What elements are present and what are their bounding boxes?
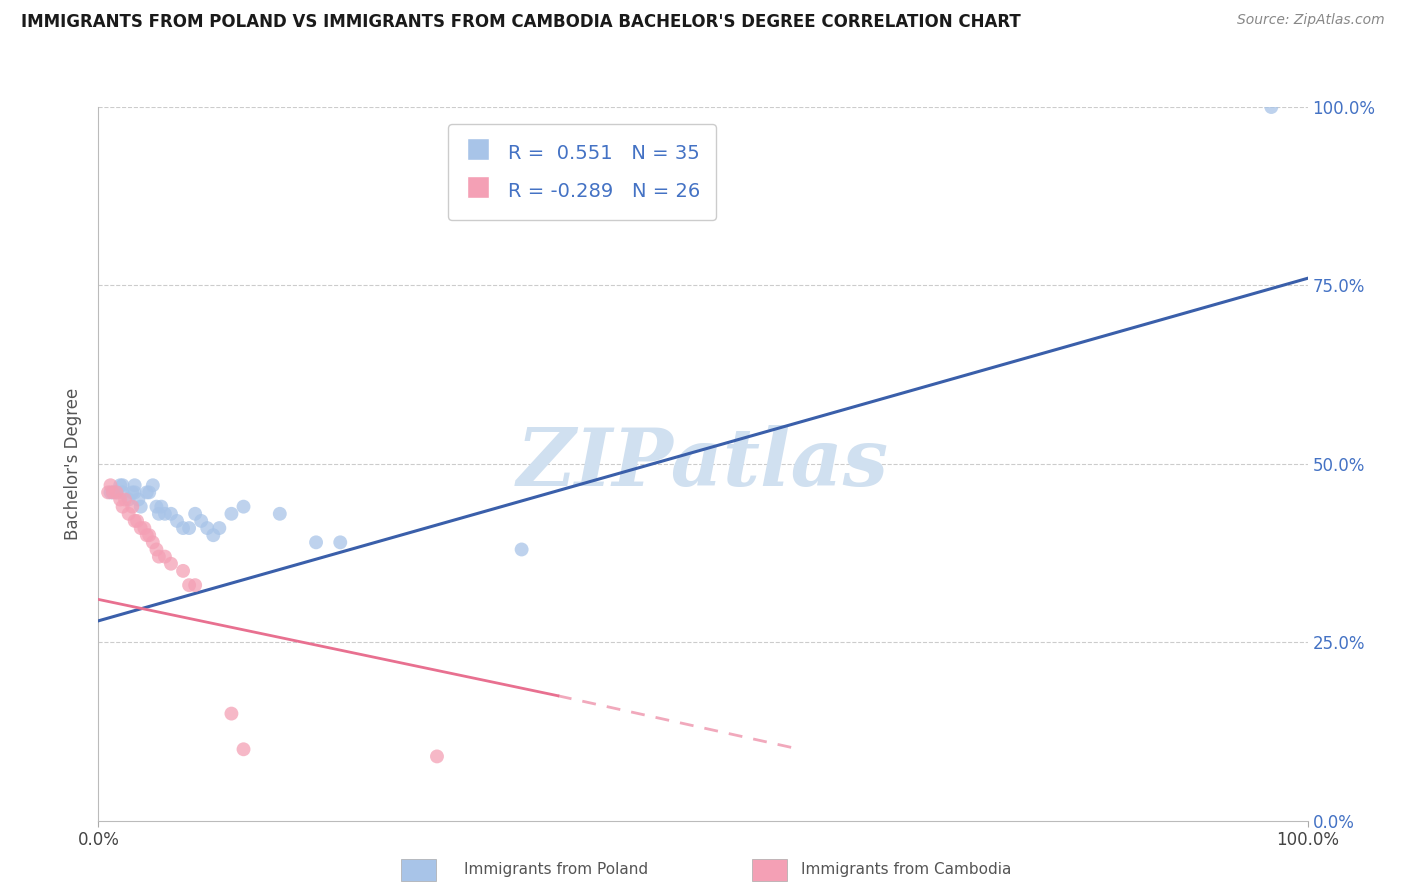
Point xyxy=(172,564,194,578)
Point xyxy=(148,507,170,521)
Point xyxy=(111,478,134,492)
Point xyxy=(184,578,207,592)
Point xyxy=(184,507,207,521)
Point xyxy=(134,521,156,535)
Point xyxy=(124,478,146,492)
Text: Immigrants from Poland: Immigrants from Poland xyxy=(464,863,648,877)
Point xyxy=(166,514,188,528)
Y-axis label: Bachelor's Degree: Bachelor's Degree xyxy=(65,388,83,540)
Point xyxy=(221,507,243,521)
Point xyxy=(111,500,134,514)
Point xyxy=(160,557,183,571)
Point xyxy=(148,549,170,564)
Point xyxy=(121,500,143,514)
Point xyxy=(101,485,124,500)
Point xyxy=(105,485,128,500)
Point xyxy=(510,542,533,557)
Point xyxy=(114,492,136,507)
Text: IMMIGRANTS FROM POLAND VS IMMIGRANTS FROM CAMBODIA BACHELOR'S DEGREE CORRELATION: IMMIGRANTS FROM POLAND VS IMMIGRANTS FRO… xyxy=(21,13,1021,31)
Text: Immigrants from Cambodia: Immigrants from Cambodia xyxy=(801,863,1012,877)
Point xyxy=(101,485,124,500)
Point xyxy=(145,542,167,557)
Point xyxy=(202,528,225,542)
Point xyxy=(160,507,183,521)
Point xyxy=(118,507,141,521)
Text: Source: ZipAtlas.com: Source: ZipAtlas.com xyxy=(1237,13,1385,28)
Point xyxy=(195,521,218,535)
Point xyxy=(145,500,167,514)
Point xyxy=(129,500,152,514)
Point xyxy=(108,478,131,492)
Point xyxy=(329,535,352,549)
Point xyxy=(108,492,131,507)
Point xyxy=(124,485,146,500)
Point xyxy=(269,507,291,521)
Point xyxy=(179,521,201,535)
Point xyxy=(138,528,160,542)
Point xyxy=(97,485,120,500)
Point xyxy=(127,514,149,528)
Point xyxy=(142,478,165,492)
Point xyxy=(221,706,243,721)
Point xyxy=(172,521,194,535)
Point xyxy=(129,521,152,535)
Point xyxy=(153,549,176,564)
Point xyxy=(190,514,212,528)
Legend: R =  0.551   N = 35, R = -0.289   N = 26: R = 0.551 N = 35, R = -0.289 N = 26 xyxy=(449,124,716,219)
Point xyxy=(138,485,160,500)
Point xyxy=(118,492,141,507)
Point xyxy=(124,514,146,528)
Point xyxy=(179,578,201,592)
Point xyxy=(232,500,254,514)
Point xyxy=(111,485,134,500)
Point xyxy=(305,535,328,549)
Point xyxy=(232,742,254,756)
Point xyxy=(105,485,128,500)
Point xyxy=(208,521,231,535)
Point xyxy=(135,485,157,500)
Point xyxy=(426,749,449,764)
Point xyxy=(100,478,122,492)
Point xyxy=(135,528,157,542)
Point xyxy=(153,507,176,521)
Point xyxy=(100,485,122,500)
Point xyxy=(150,500,173,514)
Point xyxy=(142,535,165,549)
Text: ZIPatlas: ZIPatlas xyxy=(517,425,889,502)
Point xyxy=(1260,100,1282,114)
Point xyxy=(121,485,143,500)
Point xyxy=(127,492,149,507)
